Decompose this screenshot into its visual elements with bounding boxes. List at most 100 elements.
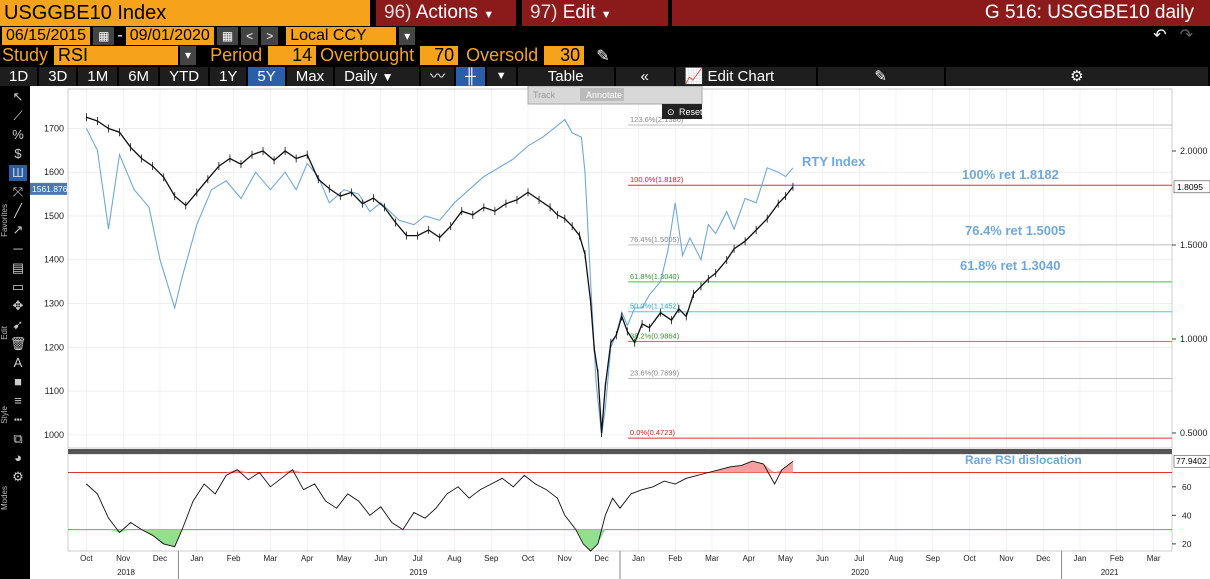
month-tick-label: May <box>336 554 351 563</box>
left-tick-label: 1100 <box>45 386 64 396</box>
month-tick-label: Mar <box>264 554 278 563</box>
chevron-right-icon[interactable]: > <box>261 26 279 45</box>
chart-area[interactable]: 123.6%(2.1386) 100.0%(1.8182) 76.4%(1.5005… <box>30 86 1210 579</box>
chart-axes: 1000 1100 1200 1300 1400 1500 1600 1700 0.5000 1.… <box>30 88 1210 579</box>
redo-icon[interactable]: ↷ <box>1174 26 1198 45</box>
rsi-tick-label: 40 <box>1182 510 1192 520</box>
chart-grid <box>68 89 1172 551</box>
chevron-left-icon[interactable]: < <box>241 26 259 45</box>
dollar-tool-icon[interactable]: $ <box>14 146 22 161</box>
rsi-annotation: Rare RSI dislocation <box>965 453 1082 467</box>
trend-line-icon[interactable]: ╱ <box>14 203 22 218</box>
fib-level-label: 100.0%(1.8182) <box>630 175 684 184</box>
range-6m[interactable]: 6M <box>119 66 159 86</box>
study-select[interactable]: RSI <box>54 46 179 65</box>
currency-select[interactable]: Local CCY <box>286 26 397 45</box>
month-tick-label: Apr <box>743 554 756 563</box>
edit-icon[interactable]: ✎ <box>817 66 944 86</box>
oversold-input[interactable]: 30 <box>544 46 585 65</box>
chevron-down-icon[interactable]: ▼ <box>486 66 516 86</box>
move-icon[interactable]: ✥ <box>12 298 24 313</box>
year-tick-label: 2018 <box>117 568 135 577</box>
box-icon[interactable]: ■ <box>14 374 22 389</box>
month-tick-label: Feb <box>1110 554 1124 563</box>
chevron-down-icon[interactable]: ▾ <box>180 46 197 65</box>
left-tick-label: 1600 <box>44 167 64 177</box>
channel-icon[interactable]: ▤ <box>11 260 25 275</box>
annotation-palette: Track Annotate Reset ⊙ <box>527 86 703 119</box>
track-button[interactable]: Track <box>533 90 556 100</box>
rsi-tick-label: 20 <box>1182 539 1192 549</box>
horizontal-line-icon[interactable]: ─ <box>13 241 23 256</box>
actions-menu[interactable]: 96) Actions ▼ <box>376 0 516 26</box>
gear-icon[interactable]: ⚙ <box>945 66 1208 86</box>
dash-style-icon[interactable]: ┅ <box>14 412 22 427</box>
start-date-input[interactable]: 06/15/2015 <box>2 26 91 45</box>
chevron-down-icon: ▼ <box>381 69 394 84</box>
pen-icon[interactable]: ✎ <box>596 47 610 65</box>
rsi-panel: 20 40 60 77.9402 Rare RSI dislocation <box>68 453 1210 552</box>
line-chart-icon[interactable]: 〰 <box>421 66 455 86</box>
fib-level-label: 38.2%(0.9864) <box>630 332 680 341</box>
range-1m[interactable]: 1M <box>78 66 118 86</box>
ray-icon[interactable]: ↗ <box>12 222 24 237</box>
calendar-icon[interactable]: ▦ <box>93 26 115 45</box>
edit-menu[interactable]: 97) Edit ▼ <box>522 0 668 26</box>
pointer-icon[interactable]: ➹ <box>12 317 24 332</box>
range-1d[interactable]: 1D <box>0 66 38 86</box>
chart-annotation: RTY Index <box>802 154 866 169</box>
pie-icon[interactable]: ◕ <box>14 450 22 465</box>
table-button[interactable]: Table <box>517 66 614 86</box>
month-tick-label: Mar <box>1147 554 1161 563</box>
range-5y[interactable]: 5Y <box>248 66 285 86</box>
reset-icon: ⊙ <box>667 107 675 117</box>
month-tick-label: Apr <box>301 554 314 563</box>
calendar-icon[interactable]: ▦ <box>216 26 239 45</box>
range-1y[interactable]: 1Y <box>210 66 247 86</box>
range-3d[interactable]: 3D <box>39 66 77 86</box>
fibonacci-tool-icon[interactable]: Ш <box>9 165 27 181</box>
month-tick-label: Jan <box>190 554 203 563</box>
right-tick-label: 1.5000 <box>1180 240 1208 250</box>
chevron-down-icon[interactable]: ▾ <box>399 26 416 45</box>
cursor-icon[interactable]: ↖ <box>12 89 24 104</box>
month-tick-label: Jan <box>1074 554 1087 563</box>
overbought-input[interactable]: 70 <box>420 46 459 65</box>
trash-icon[interactable]: 🗑 <box>9 336 27 351</box>
chevron-down-icon: ▼ <box>483 9 495 21</box>
date-range-bar: 06/15/2015 ▦ - 09/01/2020 ▦ < > Local CC… <box>0 26 1210 45</box>
fib-level-label: 61.8%(1.3040) <box>630 272 680 281</box>
measure-icon[interactable]: ⤧ <box>12 184 24 199</box>
text-tool-icon[interactable]: A <box>13 355 23 370</box>
layers-icon[interactable]: ⧉ <box>13 431 23 446</box>
end-date-input[interactable]: 09/01/2020 <box>125 26 214 45</box>
fib-level-label: 50.0%(1.1452) <box>630 302 680 311</box>
line-style-icon[interactable]: ≡ <box>14 393 22 408</box>
period-input[interactable]: 14 <box>268 46 317 65</box>
ticker-field[interactable]: USGGBE10 Index <box>0 0 370 26</box>
annotate-button[interactable]: Annotate <box>586 90 622 100</box>
edit-chart-label: Edit Chart <box>707 67 775 85</box>
left-current-tag <box>30 182 67 195</box>
right-tick-label: 1.0000 <box>1180 334 1208 344</box>
frequency-select[interactable]: Daily ▼ <box>335 66 420 86</box>
bar-chart-icon[interactable]: ╫ <box>456 66 485 86</box>
rsi-current-value: 77.9402 <box>1176 456 1207 466</box>
right-tick-label: 2.0000 <box>1180 146 1208 156</box>
range-ytd[interactable]: YTD <box>160 66 209 86</box>
eraser-icon[interactable]: ▭ <box>11 279 25 294</box>
edit-number: 97) <box>530 2 558 23</box>
left-tick-label: 1000 <box>44 430 64 440</box>
range-max[interactable]: Max <box>286 66 334 86</box>
collapse-icon[interactable]: « <box>615 66 674 86</box>
undo-icon[interactable]: ↶ <box>1148 26 1172 45</box>
rty-index-line <box>85 118 794 435</box>
settings-small-icon[interactable]: ⚙ <box>12 469 24 484</box>
reset-button[interactable]: Reset <box>679 107 703 117</box>
fibonacci-levels: 123.6%(2.1386) 100.0%(1.8182) 76.4%(1.5005… <box>628 115 1172 439</box>
right-tick-label: 0.5000 <box>1180 428 1208 438</box>
percent-tool-icon[interactable]: % <box>12 127 24 142</box>
line-tool-icon[interactable]: ⟋ <box>13 108 23 123</box>
month-tick-label: Jan <box>632 554 645 563</box>
edit-chart-button[interactable]: 📈 Edit Chart <box>675 66 816 86</box>
